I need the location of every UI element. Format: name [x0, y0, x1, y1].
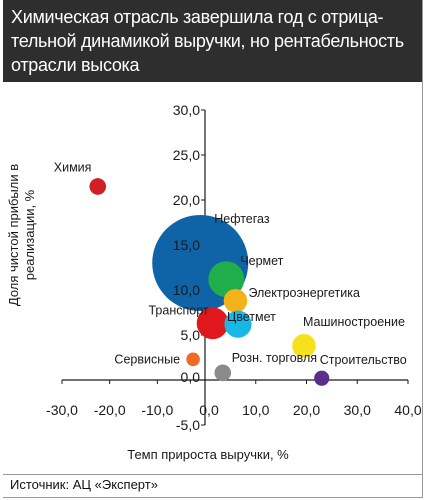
y-tick-label: 0,0	[181, 369, 201, 385]
y-tick-label: 20,0	[173, 192, 200, 208]
bubble-label: Сервисные	[114, 352, 180, 366]
y-axis-title-line-1: Доля чистой прибыли в	[6, 164, 21, 306]
bubble-химия	[89, 178, 107, 195]
x-tick-label: 20,0	[293, 402, 320, 418]
x-tick-label: -20,0	[94, 402, 126, 418]
bubble-label: Цветмет	[227, 310, 276, 324]
x-axis-title: Темп прироста выручки, %	[127, 447, 289, 462]
title-bar: Химическая отрасль завершила год с отриц…	[3, 0, 422, 82]
y-tick-label: -5,0	[176, 417, 200, 433]
x-tick-label: 10,0	[242, 402, 269, 418]
bubble-машиностроение	[292, 334, 316, 358]
x-tick-label: -10,0	[141, 402, 173, 418]
y-tick-label: 15,0	[173, 237, 200, 253]
bubble-электроэнергетика	[223, 289, 248, 313]
bubble-label: Транспорт	[148, 303, 208, 317]
source-note: Источник: АЦ «Эксперт»	[10, 477, 158, 492]
bubble-транспорт	[196, 307, 229, 340]
bubble-сервисные	[186, 352, 200, 367]
bubble-labels: Химия Нефтегаз Чермет Электроэнергетика Тран…	[54, 161, 407, 368]
bubble-строительство	[314, 370, 330, 386]
bubble-label: Химия	[54, 161, 92, 175]
bubbles	[89, 178, 330, 386]
y-tick-label: 5,0	[181, 327, 201, 343]
bubble-розн-торговля	[214, 364, 232, 382]
bubble-label: Строительство	[320, 353, 407, 367]
x-tick-label: 0,0	[199, 402, 219, 418]
y-tick-label: 25,0	[173, 147, 200, 163]
x-tick-label: 30,0	[344, 402, 371, 418]
y-axis-title-line-2: реализации, %	[22, 189, 37, 280]
bubble-label: Машиностроение	[303, 315, 405, 329]
bubble-цветмет	[224, 310, 252, 338]
source-divider	[3, 474, 422, 475]
bubble-label: Электроэнергетика	[248, 286, 360, 300]
bubble-label: Розн. торговля	[232, 351, 317, 365]
bubble-label: Чермет	[240, 254, 283, 268]
y-axis-title: Доля чистой прибыли в реализации, %	[6, 164, 37, 306]
bubble-chart: Химия Нефтегаз Чермет Электроэнергетика Тран…	[6, 102, 422, 462]
tick-labels: -30,0 -20,0 -10,0 0,0 10,0 20,0 30,0 40,0-5,00,…	[46, 102, 422, 433]
chart-title: Химическая отрасль завершила год с отриц…	[11, 7, 404, 75]
x-tick-label: -30,0	[46, 402, 78, 418]
y-tick-label: 30,0	[173, 102, 200, 118]
x-tick-label: 40,0	[394, 402, 421, 418]
chart-frame: Химическая отрасль завершила год с отриц…	[3, 0, 423, 498]
y-tick-label: 10,0	[173, 282, 200, 298]
bubble-label: Нефтегаз	[214, 212, 270, 226]
bubble-чермет	[208, 261, 245, 298]
